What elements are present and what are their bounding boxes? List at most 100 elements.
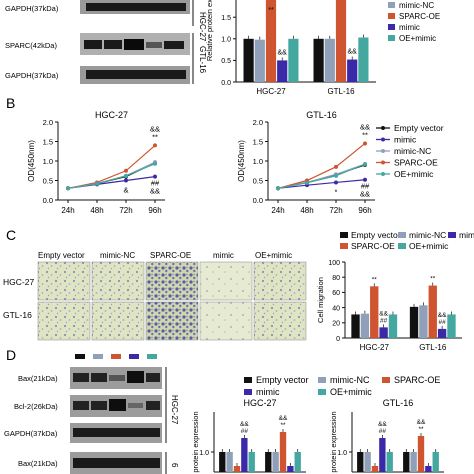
legend-swatch [398, 232, 406, 238]
x-tick-label: 48h [90, 206, 103, 215]
bar-empty-vector-0 [351, 314, 360, 338]
bar-mimic-0 [379, 327, 388, 338]
legend-swatch [388, 35, 395, 41]
band [109, 375, 125, 381]
x-tick-label: 24h [271, 206, 284, 215]
chart-b-gtl: 0.0 0.5 1.0 1.5 2.0 24h 48h 72h 96h OD(450nm) GTL-… [237, 110, 375, 215]
legend-a-sparc-oe: SPARC-OE [399, 12, 440, 21]
annotation: & [123, 186, 128, 195]
migration-image-gtl-oe-mimic [253, 301, 307, 341]
series-point [363, 177, 367, 182]
annotation: && [278, 49, 288, 56]
blot-band-bax-d2 [73, 458, 160, 468]
bar-mimic-0 [277, 60, 288, 82]
annotation: && [378, 421, 387, 428]
annotation: ## [361, 182, 370, 191]
annotation: && [417, 419, 426, 426]
series-line-sparc-oe [277, 142, 366, 189]
y-tick-label: 60 [332, 290, 340, 297]
cell-label-d-hgc: HGC-27 [170, 395, 179, 425]
legend-d-item-0: Empty vector [256, 375, 309, 385]
y-tick-label: 100 [328, 260, 340, 267]
legend-d-item-3: mimic [256, 387, 280, 397]
blot-label-bax-d2: Bax(21kDa) [18, 459, 58, 468]
migration-image-hgc-mimic [199, 261, 253, 301]
y-axis-label: OD(450nm) [27, 140, 36, 182]
y-tick-label: 1.5 [221, 15, 231, 22]
y-tick-label: 1.0 [199, 450, 209, 457]
legend-swatch [340, 243, 348, 249]
annotation: && [240, 421, 249, 428]
legend-d: Empty vector mimic-NC SPARC-OE mimic OE+mimi… [244, 375, 440, 397]
annotation: && [379, 310, 388, 317]
migration-image-gtl-empty [37, 301, 91, 341]
band [124, 39, 144, 50]
panel-d: D Bax(21kDa) Bcl-2(26kDa) GAPDH(37kDa) B… [4, 347, 444, 474]
legend-c-item-1: mimic-NC [409, 230, 446, 240]
blot-label-gapdh-d: GAPDH(37kDa) [4, 429, 58, 438]
x-tick-label: HGC-27 [256, 87, 286, 96]
y-tick-label: 0.5 [253, 176, 263, 185]
y-tick-label: 0.0 [221, 80, 231, 87]
migration-image-hgc-empty [37, 261, 91, 301]
y-tick-label: 0 [336, 336, 340, 343]
blot-band-gapdh-a1 [86, 3, 186, 11]
chart-b-hgc: 0.0 0.5 1.0 1.5 2.0 24h 48h 72h 96h OD(450nm) HGC-… [27, 110, 165, 215]
bar-mimic-0 [241, 438, 248, 472]
y-tick-label: 1.5 [43, 137, 53, 146]
bar-oe-mimic-1 [358, 37, 369, 82]
chart-title: HGC-27 [243, 398, 276, 408]
bar-oe-mimic-0 [288, 38, 299, 82]
annotation: ## [380, 317, 388, 324]
annotation: && [150, 187, 160, 196]
y-axis-label: Relative protein exp [205, 0, 214, 61]
chart-title: GTL-16 [306, 110, 337, 120]
panel-a: GAPDH(37kDa) SPARC(42kDa) GAPDH(37kDa) H… [5, 0, 440, 96]
legend-swatch [448, 232, 456, 238]
cell-label-a-hgc: HGC-27 [198, 12, 207, 42]
band [128, 403, 143, 408]
legend-swatch [382, 377, 390, 383]
band [91, 401, 107, 410]
annotation: ** [372, 276, 378, 283]
annotation: ** [362, 130, 368, 139]
bar-mimic-nc-0 [254, 39, 265, 82]
legend-d-item-1: mimic-NC [330, 375, 370, 385]
series-point [124, 178, 128, 183]
x-tick-label: 24h [61, 206, 74, 215]
legend-d-item-2: SPARC-OE [394, 375, 440, 385]
bar-mimic-1 [287, 466, 294, 472]
bar-empty-vector-0 [243, 38, 254, 82]
legend-d-item-4: OE+mimic [330, 387, 372, 397]
y-tick-label: 20 [332, 321, 340, 328]
legend-marker [381, 126, 385, 130]
blot-label-bax-d1: Bax(21kDa) [18, 374, 58, 383]
band [146, 401, 160, 410]
legend-swatch [398, 243, 406, 249]
chart-c: 0 20 40 60 80 100 HGC-27 GTL-16 Cell migration **… [316, 260, 462, 352]
bar-sparc-oe-0 [233, 466, 241, 472]
panel-c: C Empty vector mimic-NC SPARC-OE mimic O… [3, 227, 474, 352]
col-label-sparc-oe: SPARC-OE [150, 251, 191, 260]
legend-b-item-3: SPARC-OE [394, 158, 438, 168]
annotation: ** [418, 426, 424, 433]
series-point [153, 143, 157, 148]
legend-b-item-0: Empty vector [394, 123, 444, 133]
legend-b-item-2: mimic-NC [394, 146, 431, 156]
legend-swatch [318, 377, 326, 383]
x-tick-label: GTL-16 [327, 87, 355, 96]
legend-a: mimic-NC SPARC-OE mimic OE+mimic [388, 1, 440, 43]
annotation: && [348, 49, 358, 56]
y-axis-label: protein expression [329, 411, 338, 472]
y-tick-label: 1.5 [253, 137, 263, 146]
legend-c: Empty vector mimic-NC mimic SPARC-OE OE+mimi… [340, 230, 474, 251]
annotation: ** [280, 422, 286, 429]
annotation: && [150, 124, 160, 133]
band [84, 40, 102, 49]
band [127, 371, 144, 383]
y-tick-label: 0.5 [43, 176, 53, 185]
y-tick-label: 40 [332, 305, 340, 312]
lane-marker-mimic-nc [93, 354, 103, 359]
